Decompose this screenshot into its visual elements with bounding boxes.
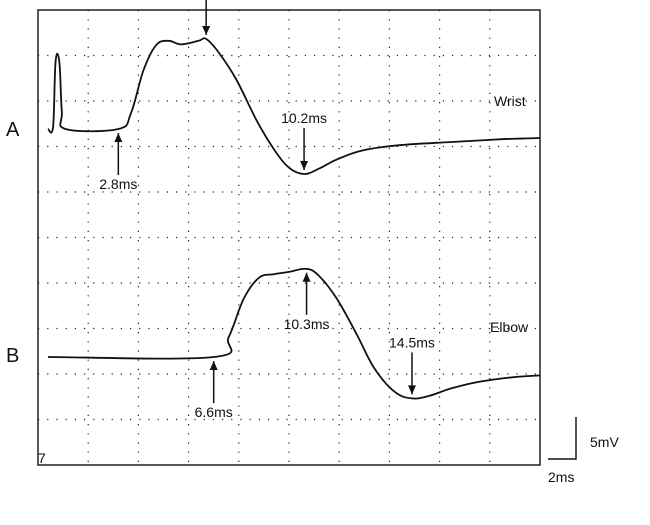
- marker-arrowhead: [303, 273, 311, 282]
- marker-arrowhead: [408, 385, 416, 394]
- scale-bar: [548, 417, 576, 459]
- grid: [38, 10, 540, 465]
- scale-bar-x-label: 2ms: [548, 469, 574, 485]
- trace-wrist: [48, 38, 540, 174]
- marker-label: 10.2ms: [281, 110, 327, 126]
- scale-bar-y-label: 5mV: [590, 434, 619, 450]
- marker-arrowhead: [202, 26, 210, 35]
- marker-label: 2.8ms: [99, 176, 137, 192]
- marker-label: 14.5ms: [389, 334, 435, 350]
- trace-elbow: [48, 269, 540, 399]
- marker-arrowhead: [210, 361, 218, 370]
- corner-mark: 7: [38, 450, 46, 466]
- trace-label-wrist: Wrist: [494, 93, 526, 109]
- trace-label-elbow: Elbow: [490, 319, 529, 335]
- marker-label: 6.6ms: [195, 404, 233, 420]
- marker-label: 10.3ms: [284, 316, 330, 332]
- marker-arrowhead: [114, 133, 122, 142]
- markers-wrist: 2.8ms6.3ms10.2ms: [99, 0, 327, 192]
- panel-label-a: A: [6, 119, 20, 141]
- panel-label-b: B: [6, 345, 19, 367]
- marker-arrowhead: [300, 161, 308, 170]
